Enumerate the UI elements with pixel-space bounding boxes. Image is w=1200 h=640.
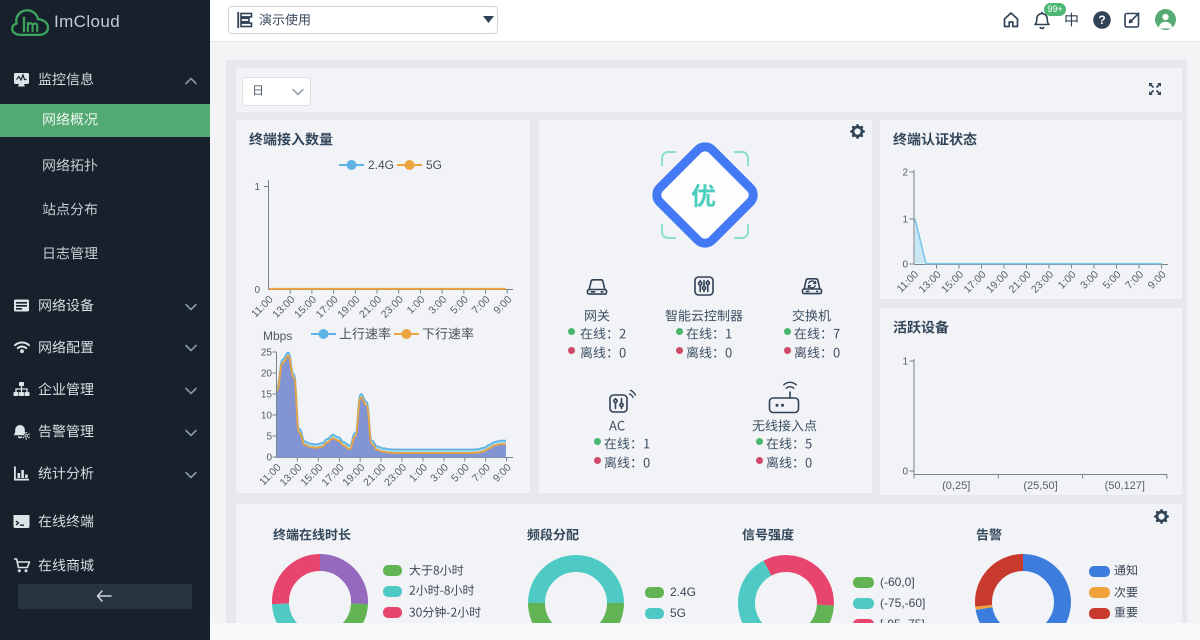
svg-text:5:00: 5:00 [449, 462, 472, 485]
svg-text:(50,127]: (50,127] [1105, 480, 1145, 492]
svg-text:9:00: 9:00 [1146, 269, 1169, 292]
svg-text:7:00: 7:00 [1123, 269, 1146, 292]
svg-text:19:00: 19:00 [340, 462, 367, 489]
svg-text:21:00: 21:00 [1007, 269, 1034, 296]
svg-text:11:00: 11:00 [895, 269, 922, 296]
svg-text:5:00: 5:00 [1101, 269, 1124, 292]
svg-text:15: 15 [261, 390, 273, 401]
svg-text:17:00: 17:00 [962, 269, 989, 296]
svg-text:3:00: 3:00 [428, 462, 451, 485]
svg-text:11:00: 11:00 [257, 462, 284, 489]
svg-text:21:00: 21:00 [361, 462, 388, 489]
svg-text:7:00: 7:00 [470, 462, 493, 485]
svg-text:13:00: 13:00 [917, 269, 944, 296]
svg-text:3:00: 3:00 [1078, 269, 1101, 292]
svg-text:(0,25]: (0,25] [942, 480, 970, 492]
svg-text:20: 20 [261, 369, 273, 380]
svg-text:23:00: 23:00 [1029, 269, 1056, 296]
svg-text:2: 2 [902, 168, 908, 179]
svg-text:13:00: 13:00 [277, 462, 304, 489]
svg-text:23:00: 23:00 [382, 462, 409, 489]
svg-text:19:00: 19:00 [984, 269, 1011, 296]
svg-text:?: ? [1098, 13, 1105, 27]
svg-text:0: 0 [266, 453, 272, 464]
svg-text:1:00: 1:00 [407, 462, 430, 485]
svg-text:1:00: 1:00 [1056, 269, 1079, 292]
svg-text:25: 25 [261, 348, 273, 359]
svg-text:0: 0 [902, 260, 908, 271]
svg-text:15:00: 15:00 [298, 462, 325, 489]
svg-text:1: 1 [902, 215, 908, 226]
svg-text:1: 1 [902, 357, 908, 368]
svg-text:5: 5 [266, 432, 272, 443]
svg-text:0: 0 [902, 467, 908, 478]
svg-text:17:00: 17:00 [319, 462, 346, 489]
svg-text:9:00: 9:00 [491, 462, 514, 485]
svg-text:(25,50]: (25,50] [1023, 480, 1057, 492]
svg-text:15:00: 15:00 [939, 269, 966, 296]
svg-text:0: 0 [254, 285, 260, 296]
svg-text:1: 1 [254, 182, 260, 193]
svg-text:10: 10 [261, 411, 273, 422]
